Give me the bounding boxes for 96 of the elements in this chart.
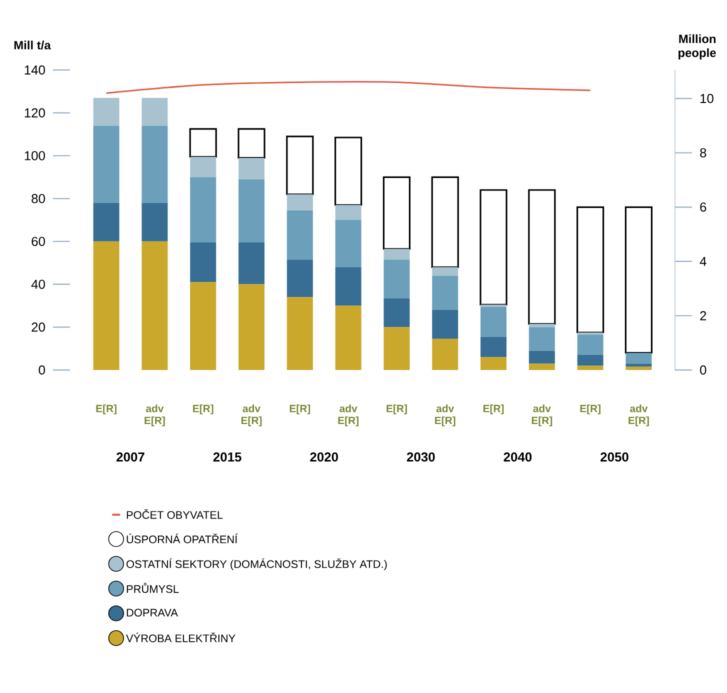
y-tick-label: 80 xyxy=(32,194,45,204)
bar xyxy=(577,334,604,355)
x-tick-label: adv E[R] xyxy=(144,404,165,426)
bar xyxy=(190,282,216,370)
bar xyxy=(190,156,216,178)
bar xyxy=(626,366,652,370)
bar xyxy=(190,242,216,282)
legend-label: ÚSPORNÁ OPATŘENÍ xyxy=(126,534,238,544)
y2-tick-label: 10 xyxy=(700,94,714,104)
text: 2030 xyxy=(406,452,435,462)
legend-label: POČET OBYVATEL xyxy=(126,509,223,519)
x-tick-label: adv E[R] xyxy=(628,404,649,426)
bar xyxy=(431,176,459,268)
bar xyxy=(93,126,120,203)
bar xyxy=(93,241,120,370)
bar xyxy=(480,336,507,358)
bar xyxy=(238,158,265,180)
bar xyxy=(480,306,507,337)
bar xyxy=(335,306,362,370)
bar xyxy=(384,298,410,328)
bar xyxy=(335,220,362,268)
bar xyxy=(626,352,652,364)
y-tick-label: 0 xyxy=(38,365,45,375)
bar xyxy=(432,338,458,370)
bar xyxy=(528,327,555,351)
bar xyxy=(576,206,604,334)
y2-tick-label: 6 xyxy=(700,202,706,212)
bar xyxy=(335,204,362,220)
x-tick-label: E[R] xyxy=(290,404,310,414)
bar xyxy=(528,364,555,370)
y-tick-label: 120 xyxy=(24,108,45,118)
bar xyxy=(528,189,556,325)
x-tick-label: E[R] xyxy=(386,404,407,414)
bar xyxy=(432,310,458,339)
bar xyxy=(334,136,362,206)
x-tick-label: adv E[R] xyxy=(241,404,262,426)
bar xyxy=(189,128,217,158)
x-tick-label: adv E[R] xyxy=(338,404,358,426)
y-tick-label: 40 xyxy=(31,280,45,289)
bar xyxy=(384,260,410,298)
bar xyxy=(577,355,604,366)
x-tick-label: E[R] xyxy=(483,404,504,414)
bar xyxy=(286,260,313,298)
y-axis-title: Mill t/a xyxy=(14,40,51,50)
bar xyxy=(286,297,313,370)
bar xyxy=(238,284,265,370)
bar xyxy=(286,210,313,260)
x-tick-label: E[R] xyxy=(96,404,116,414)
y-tick-label: 20 xyxy=(32,322,45,332)
legend-label: PRŮMYSL xyxy=(126,582,179,593)
bar xyxy=(626,364,652,367)
bar xyxy=(432,276,458,310)
bar xyxy=(93,202,120,242)
bar xyxy=(142,241,168,370)
bar xyxy=(577,366,604,370)
y2-tick-label: 0 xyxy=(700,365,706,375)
bar xyxy=(238,242,265,284)
y-tick-label: 140 xyxy=(24,65,45,75)
text: 2015 xyxy=(213,452,242,462)
text: 2040 xyxy=(504,452,532,462)
bar xyxy=(335,267,362,306)
bar xyxy=(142,202,168,242)
bar xyxy=(238,179,265,242)
legend-label: DOPRAVA xyxy=(126,608,178,617)
x-tick-label: E[R] xyxy=(580,404,600,414)
bar xyxy=(624,206,653,354)
text: 2007 xyxy=(116,452,144,462)
bar xyxy=(142,126,168,203)
y2-axis-title: Million people xyxy=(678,34,716,60)
y2-tick-label: 4 xyxy=(700,256,706,266)
legend-label: OSTATNÍ SEKTORY (DOMÁCNOSTI, SLUŽBY ATD.) xyxy=(126,558,387,570)
bar xyxy=(286,136,314,196)
bar xyxy=(93,98,120,126)
x-tick-label: adv E[R] xyxy=(532,404,552,426)
x-tick-label: adv E[R] xyxy=(435,404,456,426)
y2-tick-label: 2 xyxy=(700,311,706,320)
bar xyxy=(382,176,411,250)
bar xyxy=(528,324,555,328)
legend-label: VÝROBA ELEKTŘINY xyxy=(126,632,236,642)
y2-tick-label: 8 xyxy=(700,148,706,158)
bar xyxy=(432,267,458,276)
y-tick-label: 60 xyxy=(32,236,45,246)
x-tick-label: E[R] xyxy=(193,404,214,414)
text: 2020 xyxy=(310,452,338,462)
bar xyxy=(190,177,216,242)
bar xyxy=(480,357,507,370)
text: 2050 xyxy=(600,452,628,462)
bar xyxy=(480,189,508,306)
line-series xyxy=(106,81,592,94)
bar xyxy=(384,327,410,370)
y-tick-label: 100 xyxy=(24,151,45,160)
bar xyxy=(238,128,266,159)
bar xyxy=(528,350,555,364)
bar xyxy=(384,248,410,260)
bar xyxy=(142,98,168,126)
bar xyxy=(286,194,313,210)
